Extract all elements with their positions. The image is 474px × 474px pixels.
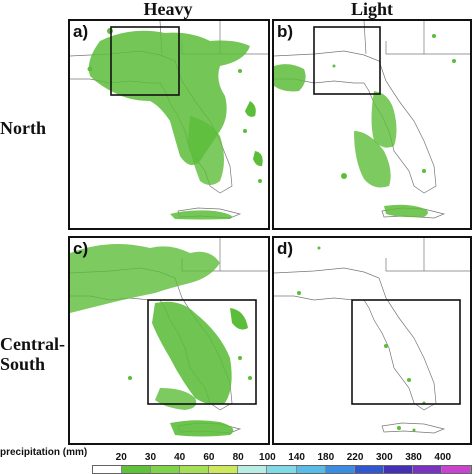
legend-tick-label: 300 [375, 452, 393, 463]
legend-swatch [296, 466, 326, 473]
legend-swatch [267, 466, 297, 473]
legend-tick-label: 220 [346, 452, 364, 463]
legend-tick-label: 30 [144, 452, 157, 463]
legend-swatch [180, 466, 210, 473]
legend-tick-label: 40 [174, 452, 186, 463]
precip-b [274, 34, 456, 218]
legend-tick-label: 60 [203, 452, 215, 463]
coastline-b [274, 21, 470, 219]
legend-ticks: 20 30 40 60 80 100 140 180 220 300 380 400 [92, 452, 472, 464]
legend-swatch [93, 466, 123, 473]
legend-color-bar [92, 465, 472, 474]
legend-swatch [151, 466, 181, 473]
legend-tick-label: 80 [232, 452, 244, 463]
panel-label-c: c) [73, 239, 89, 258]
precip-c [70, 244, 252, 437]
legend-swatch [325, 466, 355, 473]
legend-swatch [209, 466, 239, 473]
legend-tick-label: 140 [288, 452, 305, 463]
legend-swatch [441, 466, 472, 473]
legend-swatch [238, 466, 268, 473]
panel-label-a: a) [73, 22, 89, 41]
map-panel-c: c) [68, 236, 270, 445]
panel-label-b: b) [277, 22, 294, 41]
focus-box-b [313, 26, 381, 95]
map-panel-b: b) [272, 19, 472, 230]
row-header-north: North [0, 118, 46, 138]
legend-swatch [412, 466, 442, 473]
column-header-light: Light [350, 0, 393, 19]
map-panel-d: d) [272, 236, 472, 445]
legend-title: precipitation (mm) [0, 447, 88, 458]
row-header-central-south: Central- South [0, 334, 65, 374]
legend-tick-label: 400 [434, 452, 452, 463]
legend-tick-label: 100 [259, 452, 276, 463]
map-d-svg [274, 238, 470, 434]
focus-box-d [351, 299, 461, 405]
map-b-svg [274, 21, 470, 219]
map-panel-a: a) [68, 19, 270, 230]
panel-label-d: d) [277, 239, 294, 258]
legend-tick-label: 380 [405, 452, 422, 463]
row-header-central-south-text: Central- South [0, 334, 65, 374]
legend-swatch [354, 466, 384, 473]
legend-swatch [383, 466, 413, 473]
legend-swatch [122, 466, 152, 473]
map-a-svg [70, 21, 268, 220]
focus-box-a [110, 26, 180, 96]
legend-tick-label: 180 [317, 452, 335, 463]
map-c-svg [70, 238, 268, 437]
focus-box-c [147, 299, 257, 405]
legend-tick-label: 20 [115, 452, 127, 463]
precip-a [87, 28, 263, 220]
column-header-heavy: Heavy [143, 0, 193, 19]
